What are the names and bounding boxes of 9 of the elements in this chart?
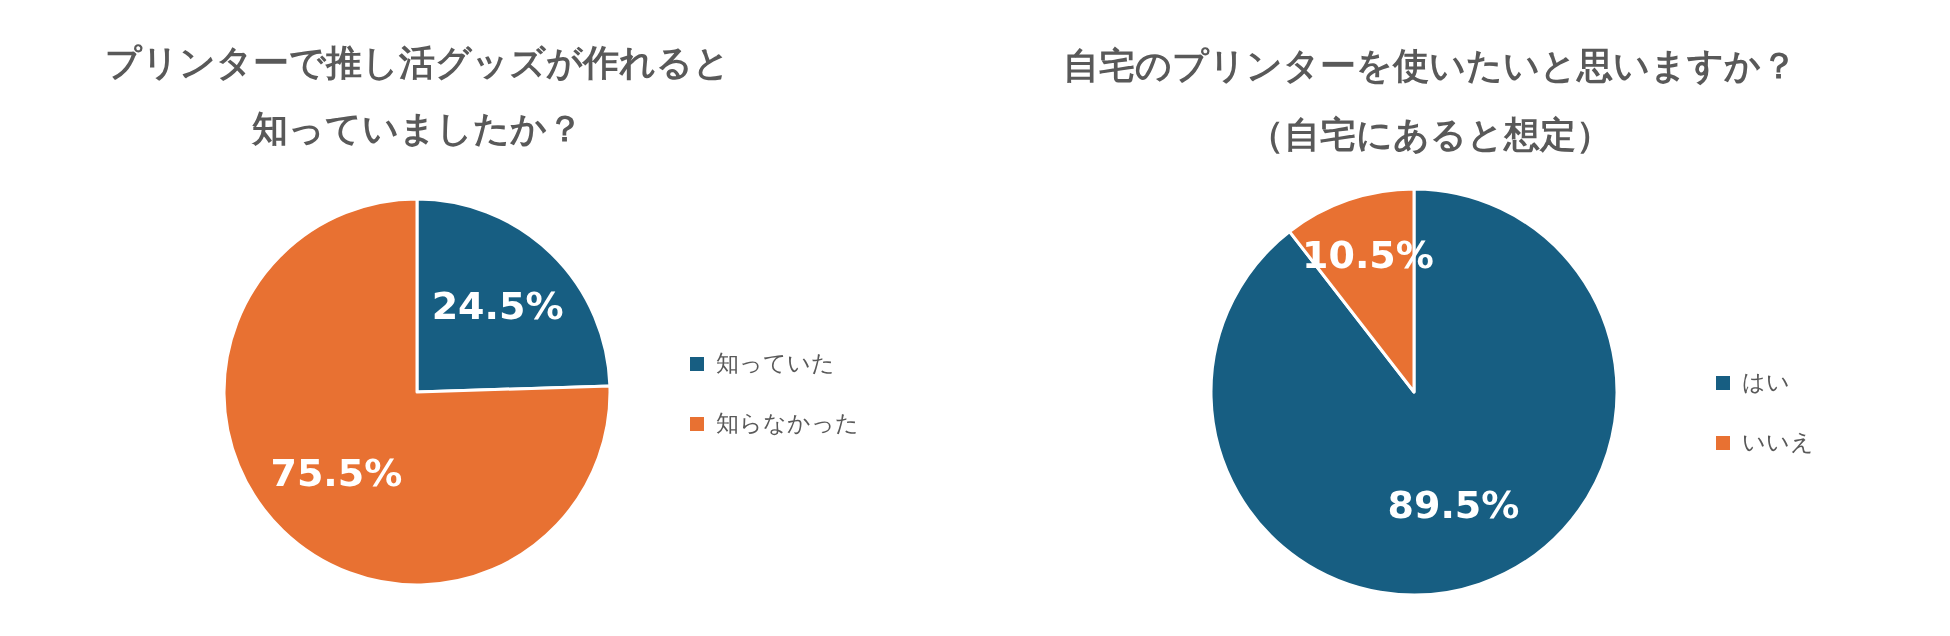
data-label: 75.5% [270, 450, 403, 495]
chart-title: 自宅のプリンターを使いたいと思いますか？（自宅にあると想定） [1063, 45, 1797, 155]
legend-label: 知っていた [716, 349, 835, 376]
legend-label: 知らなかった [716, 409, 859, 436]
data-label: 24.5% [431, 284, 564, 329]
data-label: 89.5% [1387, 482, 1520, 527]
chart-title: プリンターで推し活グッズが作れると知っていましたか？ [104, 42, 730, 149]
legend-label: いいえ [1742, 428, 1814, 455]
legend-label: はい [1742, 368, 1790, 395]
